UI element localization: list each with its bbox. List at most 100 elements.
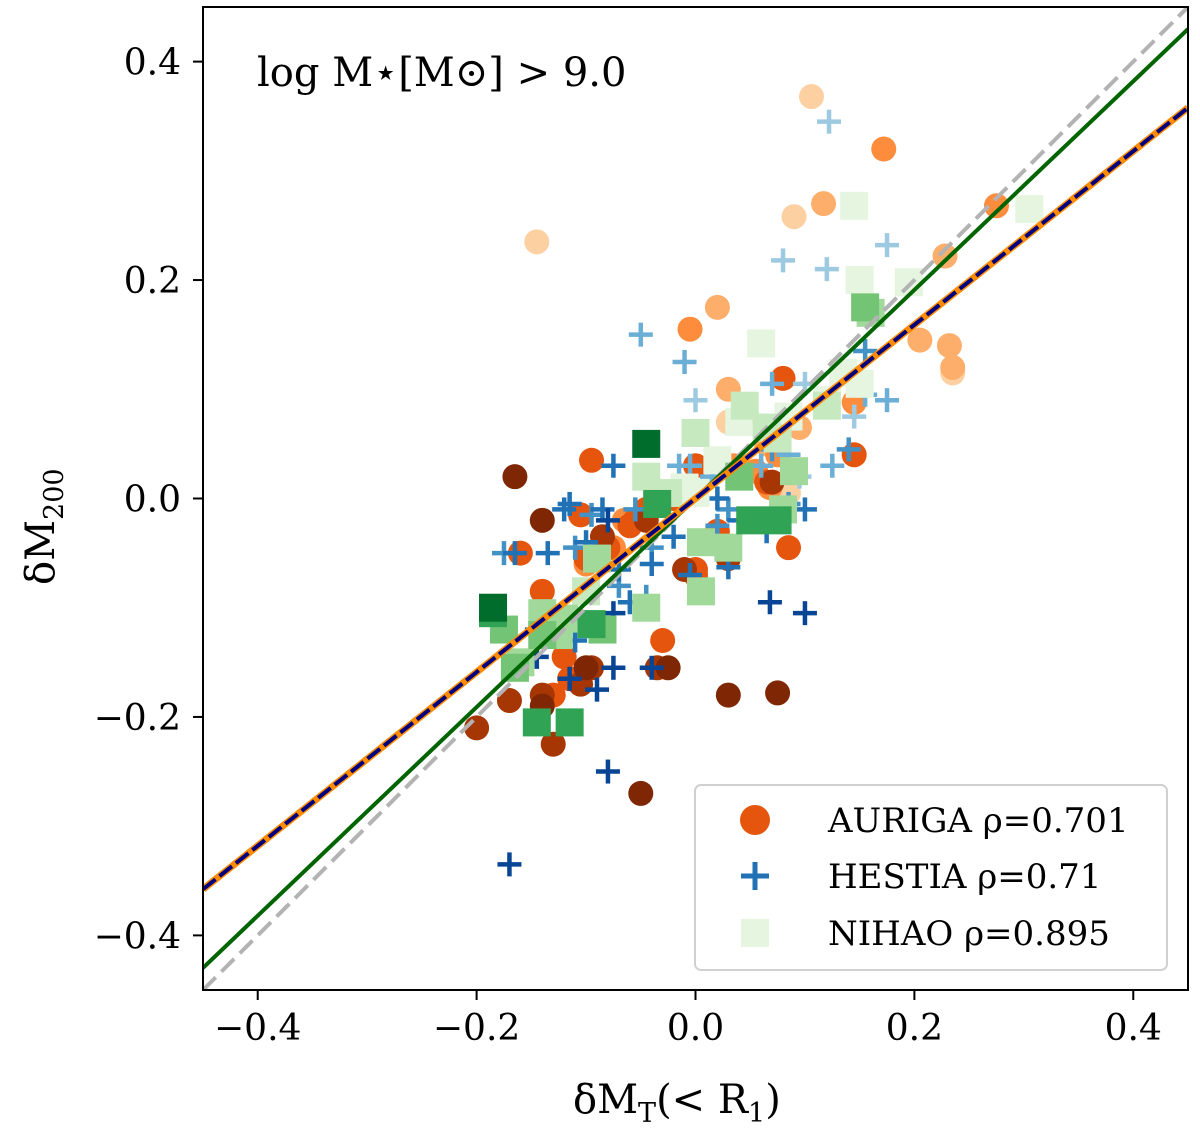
auriga-point [776, 535, 802, 561]
hestia-point [497, 852, 522, 877]
auriga-point [579, 447, 605, 473]
hestia-point [814, 257, 839, 282]
hestia-point [585, 677, 609, 702]
auriga-point [529, 578, 555, 604]
legend-marker-auriga [740, 805, 770, 835]
auriga-point [529, 507, 555, 533]
stellar-mass-annotation: log M⋆[M⊙] > 9.0 [257, 50, 626, 96]
hestia-point [760, 371, 785, 396]
y-tick-label: 0.0 [124, 480, 181, 521]
legend: AURIGA ρ=0.701 HESTIA ρ=0.71 NIHAO ρ=0.8… [694, 784, 1168, 971]
hestia-point [875, 388, 900, 413]
auriga-point [655, 655, 681, 681]
y-tick-label: 0.2 [124, 261, 181, 302]
x-axis-label-sub2: 1 [748, 1098, 765, 1128]
auriga-point [628, 780, 654, 806]
hestia-point [557, 666, 582, 691]
hestia-point [601, 453, 626, 478]
nihao-point [479, 593, 508, 622]
legend-marker-nihao [741, 919, 769, 947]
y-axis-label: δM200 [18, 468, 70, 585]
legend-label-nihao: NIHAO ρ=0.895 [828, 914, 1110, 954]
legend-marker-hestia [741, 862, 769, 890]
hestia-point [601, 655, 626, 680]
auriga-point [551, 644, 577, 670]
hestia-point [595, 508, 620, 533]
x-axis-label: δMT(< R1) [573, 1077, 781, 1128]
hestia-point [535, 541, 560, 566]
auriga-point [765, 680, 791, 706]
auriga-point [781, 204, 807, 230]
hestia-point [757, 590, 782, 615]
hestia-point [639, 552, 664, 577]
hestia-point [842, 404, 867, 429]
auriga-point [502, 464, 528, 490]
nihao-point [845, 266, 874, 295]
hestia-point [661, 524, 686, 549]
nihao-point [632, 593, 661, 622]
hestia-point [628, 322, 653, 347]
auriga-point [811, 191, 837, 217]
nihao-point [577, 610, 606, 639]
hestia-point [595, 759, 620, 784]
auriga-point [871, 136, 897, 162]
auriga-point [936, 333, 962, 359]
nihao-point [747, 329, 776, 358]
auriga-point [932, 243, 958, 269]
x-axis: −0.4 −0.2 0.0 0.2 0.4 [214, 990, 1162, 1049]
auriga-point [715, 682, 741, 708]
hestia-point [552, 497, 577, 522]
auriga-point [524, 229, 550, 255]
hestia-point [590, 497, 615, 522]
hestia-point [771, 248, 796, 273]
nihao-point [851, 293, 880, 322]
auriga-point [650, 627, 676, 653]
hestia-point [836, 437, 861, 462]
auriga-point [759, 469, 785, 495]
nihao-point [555, 708, 584, 737]
nihao-point [686, 577, 715, 606]
hestia-point [672, 349, 697, 374]
nihao-point [686, 528, 715, 557]
x-axis-label-close: ) [765, 1077, 781, 1123]
legend-box [694, 784, 1168, 971]
legend-label-auriga: AURIGA ρ=0.701 [827, 801, 1129, 841]
nihao-point [736, 506, 765, 535]
auriga-point [677, 316, 703, 342]
nihao-point [840, 191, 869, 220]
nihao-point [780, 457, 808, 486]
nihao-point [714, 533, 743, 562]
hestia-point [579, 502, 604, 527]
hestia-point [639, 655, 664, 680]
line-one-to-one [203, 7, 1188, 990]
hestia-point [502, 541, 527, 566]
x-tick-label: −0.4 [214, 1008, 301, 1049]
auriga-point [799, 84, 825, 110]
nihao-point [643, 489, 672, 518]
x-tick-label: 0.2 [886, 1008, 943, 1049]
auriga-point [704, 294, 730, 320]
auriga-point [940, 354, 966, 380]
hestia-point [683, 388, 708, 413]
x-tick-label: −0.2 [433, 1008, 520, 1049]
x-tick-label: 0.0 [667, 1008, 724, 1049]
auriga-point [841, 442, 867, 468]
hestia-point [557, 491, 582, 516]
hestia-point [817, 109, 842, 134]
nihao-point [632, 429, 661, 458]
nihao-point [894, 268, 923, 297]
nihao-point [522, 708, 551, 737]
x-axis-label-main: δM [573, 1077, 638, 1123]
auriga-point [907, 327, 933, 353]
y-axis-label-main: δM [18, 520, 64, 585]
x-tick-label: 0.4 [1105, 1008, 1162, 1049]
auriga-point [573, 655, 599, 681]
x-axis-label-sub: T [638, 1098, 656, 1128]
y-tick-label: −0.4 [94, 916, 181, 957]
y-tick-label: −0.2 [94, 698, 181, 739]
x-axis-label-rest: (< R [656, 1077, 750, 1123]
hestia-point [875, 233, 900, 258]
plot-area [203, 7, 1188, 990]
legend-label-hestia: HESTIA ρ=0.71 [828, 857, 1101, 897]
